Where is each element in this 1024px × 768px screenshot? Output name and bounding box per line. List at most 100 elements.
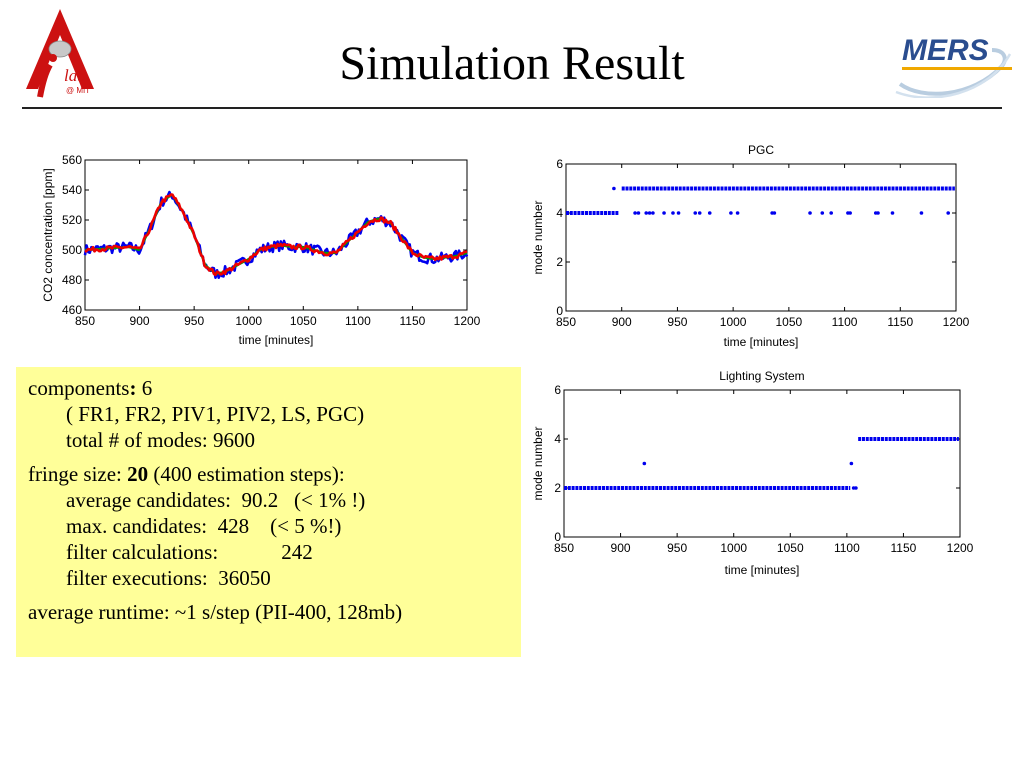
x-tick-label: 1200 [454,314,481,328]
x-tick-label: 850 [75,314,95,328]
mode-point [662,211,666,215]
pgc-mode-chart: PGC 850 900 950 1000 1050 1100 1150 1200 0 2 4 6 time… [531,143,970,349]
y-tick-label: 460 [62,303,82,317]
y-axis-label: mode number [531,426,545,500]
logo-brain-icon [48,40,72,58]
chart-title: Lighting System [719,369,804,383]
x-tick-label: 900 [130,314,150,328]
x-tick-label: 1100 [345,314,371,328]
ilab-logo: lab @ MIT [26,9,94,98]
mode-point [676,211,681,215]
simulation-summary-box: components: 6 ( FR1, FR2, PIV1, PIV2, LS… [16,367,521,657]
y-tick-label: 2 [556,255,563,269]
x-axis-label: time [minutes] [724,335,799,349]
x-tick-label: 1150 [887,315,913,329]
x-tick-label: 1000 [235,314,262,328]
x-tick-label: 1200 [943,315,970,329]
mode-point [707,211,712,215]
x-axis-label: time [minutes] [725,563,800,577]
y-tick-label: 4 [556,206,563,220]
y-axis-label: mode number [531,200,545,274]
x-tick-label: 1100 [832,315,858,329]
y-tick-label: 2 [554,481,561,495]
y-tick-label: 4 [554,432,561,446]
mode-point [693,211,698,215]
plot-frame [565,163,957,312]
x-tick-label: 1100 [834,541,860,555]
y-tick-label: 520 [62,213,82,227]
x-tick-label: 1150 [400,314,426,328]
mode-point [808,211,812,215]
filter-executions: filter executions: 36050 [66,566,271,590]
mode-point [854,486,858,490]
logo-mers-text: MERS [902,34,989,67]
x-tick-label: 850 [556,315,576,329]
x-tick-label: 1000 [720,315,747,329]
x-tick-label: 950 [667,541,687,555]
logo-i-stroke [37,63,53,98]
max-candidates: max. candidates: 428 (< 5 %!) [66,514,342,538]
mode-points [564,437,959,490]
y-tick-label: 500 [62,243,82,257]
y-tick-label: 0 [556,304,563,318]
mode-point [647,211,652,215]
mode-point [849,461,854,466]
y-tick-label: 6 [554,383,561,397]
slide-title: Simulation Result [339,37,685,90]
x-tick-label: 1000 [720,541,747,555]
average-candidates: average candidates: 90.2 (< 1% !) [66,488,366,512]
fringe-size-row: fringe size: 20 (400 estimation steps): [28,462,345,486]
co2-concentration-chart: 850 900 950 1000 1050 1100 1150 1200 460 480 500 52… [41,153,481,347]
components-list: ( FR1, FR2, PIV1, PIV2, LS, PGC) [66,402,365,426]
series-line-3 [84,193,468,277]
components-row: components: 6 [28,376,153,400]
mode-point [848,211,852,215]
mode-point [642,461,647,466]
y-tick-label: 6 [556,157,563,171]
mode-point [919,211,924,215]
x-tick-label: 850 [554,541,574,555]
y-tick-label: 540 [62,183,82,197]
x-axis-label: time [minutes] [239,333,314,347]
logo-underline [902,67,1012,70]
filter-calculations: filter calculations: 242 [66,540,313,564]
x-tick-label: 1150 [891,541,917,555]
mode-point [633,211,637,215]
mode-point [612,186,616,191]
mode-points [566,186,955,215]
series-line-2 [84,193,468,275]
mode-point [820,211,825,215]
x-tick-label: 950 [184,314,204,328]
logo-swoosh-2-icon [895,53,1012,98]
lighting-system-mode-chart: Lighting System 850 900 950 1000 1050 1100 1150… [531,369,974,577]
series-line-1 [83,190,469,279]
logo-triangle [26,9,94,89]
x-tick-label: 1200 [947,541,974,555]
mode-point [772,211,777,215]
y-axis-label: CO2 concentration [ppm] [41,168,55,301]
mode-point [729,211,733,215]
plot-frame [84,159,468,311]
mode-point [946,211,950,215]
y-tick-label: 560 [62,153,82,167]
average-runtime: average runtime: ~1 s/step (PII-400, 128… [28,600,403,624]
y-tick-label: 480 [62,273,82,287]
mode-point [735,211,740,215]
x-tick-label: 900 [611,541,631,555]
chart-title: PGC [748,143,774,157]
mode-point [651,211,655,215]
x-tick-label: 950 [667,315,687,329]
x-tick-label: 1050 [777,541,804,555]
series-group [83,190,469,279]
x-tick-label: 1050 [290,314,317,328]
x-tick-label: 900 [612,315,632,329]
mode-point [697,211,702,215]
logo-i-dot [49,54,57,62]
mode-point [890,211,895,215]
title-divider [22,107,1002,109]
mode-point [636,211,641,215]
mode-point [876,211,880,215]
y-tick-label: 0 [554,530,561,544]
plot-frame [563,389,961,538]
logo-mit-text: @ MIT [66,86,90,95]
